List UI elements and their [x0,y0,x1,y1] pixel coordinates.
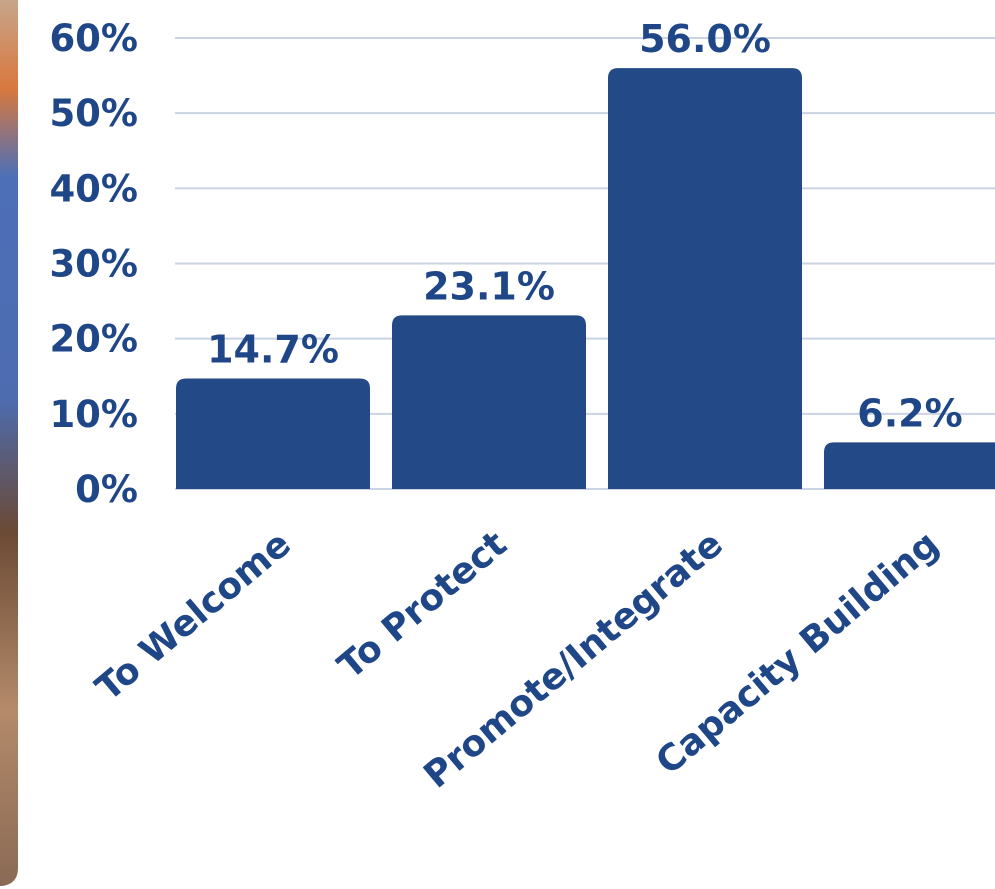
y-tick-label: 50% [49,92,138,135]
bar [176,378,370,489]
y-tick-label: 10% [49,393,138,436]
bar [824,442,995,489]
value-label: 14.7% [207,328,339,372]
y-tick-label: 60% [49,17,138,60]
x-tick-label: To Protect [331,523,515,687]
photo-strip [0,0,18,886]
bar [392,315,586,489]
x-tick-label: To Welcome [88,523,298,709]
y-tick-label: 20% [49,318,138,361]
bar [608,68,802,490]
value-label: 6.2% [857,391,962,435]
value-label: 23.1% [423,264,555,308]
y-tick-label: 30% [49,243,138,286]
y-tick-label: 40% [49,167,138,210]
value-label: 56.0% [639,17,771,61]
y-tick-label: 0% [75,468,138,511]
